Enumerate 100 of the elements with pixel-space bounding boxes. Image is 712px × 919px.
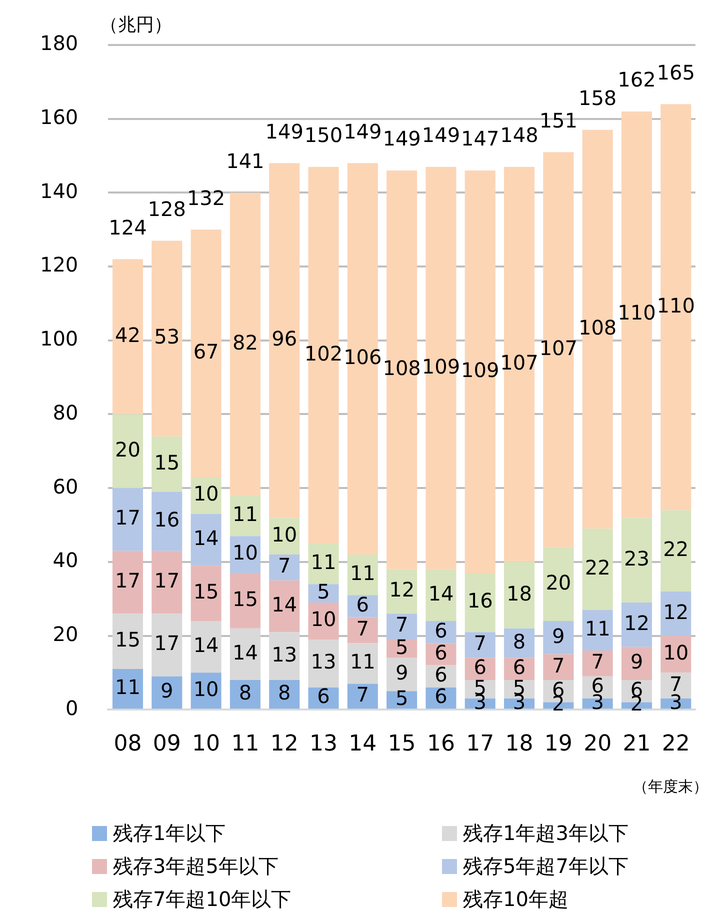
legend-label: 残存7年超10年以下: [113, 886, 292, 913]
data-label: 6: [434, 618, 448, 642]
bar: [347, 643, 378, 684]
data-label: 22: [663, 537, 689, 562]
total-label: 150: [304, 123, 343, 148]
data-label: 14: [193, 526, 219, 550]
data-label: 9: [630, 650, 644, 674]
data-label: 10: [232, 540, 258, 565]
data-label: 12: [663, 600, 689, 624]
bar: [269, 554, 300, 580]
bar: [152, 614, 182, 676]
data-label: 82: [232, 330, 258, 354]
bar: [660, 591, 692, 636]
data-label: 17: [115, 506, 140, 530]
data-label: 18: [506, 581, 532, 606]
legend-label: 残存5年超7年以下: [463, 853, 628, 880]
bar: [386, 614, 418, 640]
bar: [230, 572, 260, 628]
bar: [543, 152, 574, 548]
data-label: 11: [115, 674, 140, 699]
bar: [464, 572, 496, 632]
total-label: 149: [382, 126, 421, 151]
bar: [152, 676, 182, 709]
data-label: 67: [193, 340, 219, 364]
bar: [152, 436, 182, 492]
bar: [308, 166, 339, 544]
data-label: 20: [115, 437, 140, 462]
data-label: 109: [422, 354, 460, 378]
data-label: 8: [238, 680, 252, 705]
x-tick-label: 22: [662, 732, 690, 757]
x-tick-label: 13: [310, 732, 338, 757]
data-label: 8: [512, 629, 526, 654]
data-label: 6: [474, 655, 486, 680]
data-label: 7: [591, 650, 604, 674]
total-label: 165: [656, 60, 695, 84]
data-label: 42: [115, 322, 140, 347]
bar: [112, 259, 144, 414]
data-label: 15: [154, 450, 180, 474]
data-label: 15: [193, 580, 219, 604]
bar: [660, 510, 692, 592]
data-label: 14: [232, 640, 258, 664]
data-label: 17: [154, 568, 180, 592]
bar: [386, 170, 418, 570]
data-label: 15: [115, 627, 140, 652]
x-tick-label: 20: [584, 732, 612, 757]
y-tick-label: 120: [40, 252, 78, 277]
bar: [621, 518, 652, 603]
data-label: 23: [624, 546, 650, 570]
data-label: 6: [434, 684, 448, 708]
total-label: 158: [578, 86, 617, 110]
data-label: 107: [500, 350, 538, 375]
data-label: 11: [310, 550, 336, 574]
y-tick-label: 40: [52, 548, 78, 572]
bar: [504, 166, 535, 562]
data-label: 10: [663, 640, 689, 664]
data-label: 12: [389, 578, 415, 602]
data-label: 9: [395, 660, 408, 685]
data-label: 10: [310, 607, 336, 632]
y-tick-label: 100: [40, 326, 78, 351]
bar: [269, 163, 300, 518]
data-label: 9: [160, 678, 174, 703]
data-label: 10: [193, 482, 219, 506]
data-label: 14: [272, 592, 298, 616]
data-label: 7: [474, 631, 486, 656]
bar: [152, 492, 182, 551]
data-label: 5: [395, 634, 408, 659]
bar: [190, 514, 222, 566]
bar: [230, 628, 260, 680]
x-tick-label: 21: [622, 732, 651, 757]
x-tick-label: 19: [544, 732, 572, 757]
bar: [230, 495, 260, 536]
data-label: 110: [656, 293, 695, 318]
data-label: 3: [670, 690, 682, 714]
data-label: 96: [272, 326, 298, 351]
bar: [190, 566, 222, 621]
data-label: 16: [154, 508, 180, 532]
data-label: 16: [467, 588, 493, 613]
total-label: 124: [108, 215, 147, 240]
data-label: 11: [584, 616, 610, 640]
bar: [426, 569, 456, 621]
legend-label: 残存10年超: [463, 886, 568, 913]
x-tick-label: 18: [505, 732, 534, 757]
bar: [543, 547, 574, 621]
bar: [621, 602, 652, 647]
total-label: 149: [344, 119, 382, 144]
data-label: 109: [461, 358, 500, 382]
data-label: 11: [350, 650, 376, 674]
data-label: 6: [434, 662, 448, 687]
data-label: 11: [232, 502, 258, 526]
data-label: 110: [618, 300, 656, 325]
bar: [386, 569, 418, 614]
data-label: 20: [546, 570, 572, 594]
data-label: 108: [578, 316, 617, 340]
bar: [112, 488, 144, 551]
x-tick-label: 14: [348, 732, 377, 757]
data-label: 15: [232, 586, 258, 611]
data-label: 14: [428, 581, 454, 606]
data-label: 7: [356, 682, 370, 706]
total-label: 141: [226, 148, 264, 173]
x-tick-label: 17: [466, 732, 494, 757]
